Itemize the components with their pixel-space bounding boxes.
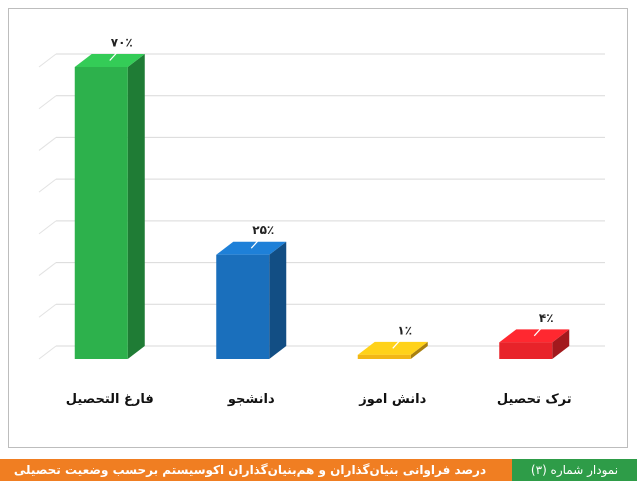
bar — [216, 254, 270, 359]
bar — [74, 67, 128, 359]
bar-side — [269, 241, 287, 359]
category-label: فارغ التحصیل — [66, 392, 154, 407]
bar-side — [127, 54, 145, 359]
data-label: ۴٪ — [539, 311, 554, 325]
gridline-depth — [38, 220, 57, 235]
bar-chart: ۷۰٪ فارغ التحصیل ۲۵٪ دانشجو ۱٪ دانش اموز ۴٪ ترک… — [38, 36, 605, 407]
data-label: ۷۰٪ — [111, 36, 133, 50]
bar-side — [552, 329, 570, 359]
bar — [357, 354, 411, 359]
category-label: ترک تحصیل — [497, 392, 572, 407]
gridline-depth — [38, 95, 57, 110]
figure-caption-number: نمودار شماره (۳) — [512, 459, 637, 481]
gridline-depth — [38, 345, 57, 360]
data-label: ۱٪ — [397, 323, 412, 337]
bar — [499, 342, 553, 359]
caption-bar: درصد فراوانی بنیان‌گذاران و هم‌بنیان‌گذا… — [0, 459, 637, 499]
figure-caption-title: درصد فراوانی بنیان‌گذاران و هم‌بنیان‌گذا… — [13, 463, 487, 499]
gridline-depth — [38, 303, 57, 318]
gridline-depth — [38, 262, 57, 276]
category-label: دانش اموز — [358, 392, 426, 407]
data-label-leader — [109, 49, 121, 61]
bar-side — [410, 341, 428, 359]
chart-frame: ۷۰٪ فارغ التحصیل ۲۵٪ دانشجو ۱٪ دانش اموز ۴٪ ترک… — [8, 8, 628, 448]
gridline-depth — [38, 53, 57, 68]
data-label-leader — [392, 336, 404, 349]
gridline-depth — [38, 137, 57, 151]
data-label: ۲۵٪ — [252, 223, 274, 237]
data-label-leader — [250, 236, 262, 249]
data-label-leader — [533, 324, 545, 337]
gridline-depth — [38, 178, 57, 193]
category-label: دانشجو — [227, 392, 275, 407]
